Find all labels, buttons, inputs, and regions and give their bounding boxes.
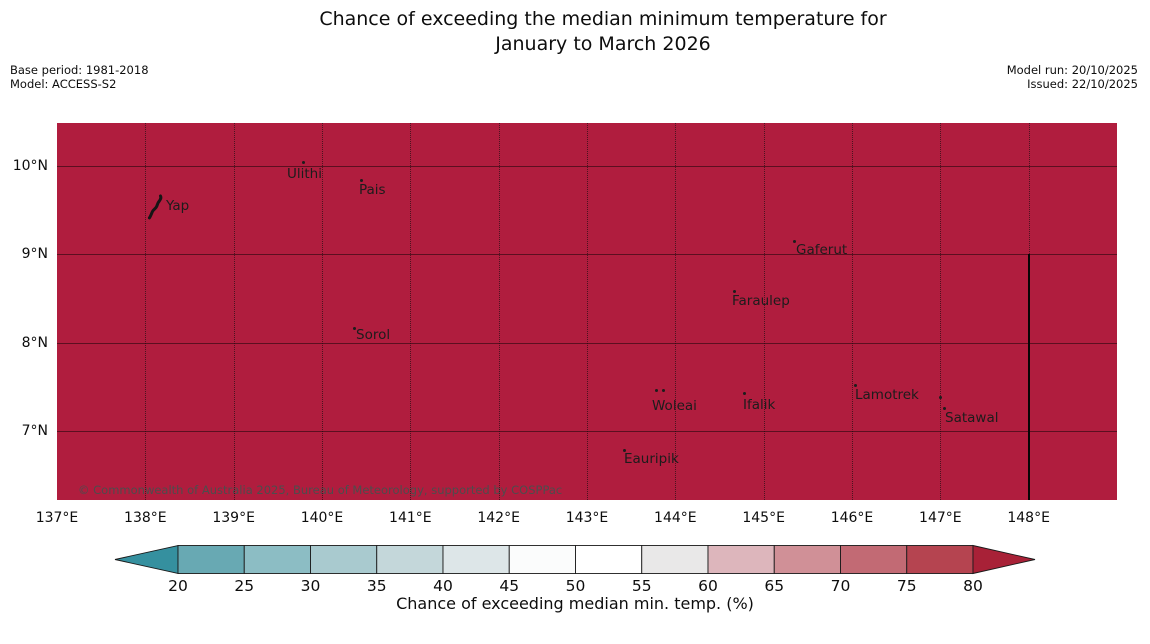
map-plot: © Commonwealth of Australia 2025, Bureau… [57,123,1117,500]
colorbar-tick-label: 75 [897,577,917,595]
x-axis-tick-label: 141°E [389,510,432,526]
x-axis-tick-label: 138°E [124,510,167,526]
x-axis-tick-label: 146°E [830,510,874,526]
lon-gridline [498,123,500,500]
place-label: Faraulep [732,293,790,309]
place-label: Pais [359,182,386,198]
x-axis-tick-label: 145°E [742,510,785,526]
place-label: Ulithi [287,166,322,182]
lon-gridline [410,123,412,500]
colorbar-under-arrow [114,544,179,575]
colorbar-segment [442,545,510,574]
colorbar-segment [575,545,643,574]
y-axis-tick-label: 10°N [12,158,48,175]
x-axis-tick-label: 139°E [212,510,255,526]
colorbar-tick-label: 45 [499,577,519,595]
place-marker-dot [662,389,665,392]
meta-left: Base period: 1981-2018 Model: ACCESS-S2 [10,63,149,91]
place-marker-dot [360,179,363,182]
y-axis-tick-label: 7°N [21,423,48,440]
colorbar-tick-label: 40 [433,577,453,595]
colorbar-tick-label: 30 [301,577,321,595]
colorbar-segment [707,545,775,574]
colorbar-tick-label: 50 [566,577,586,595]
place-label: Satawal [945,410,999,426]
state-boundary-line [1027,254,1030,500]
colorbar-tick-label: 20 [168,577,188,595]
colorbar-segment [840,545,908,574]
colorbar-segment [310,545,378,574]
colorbar-label: Chance of exceeding median min. temp. (%… [396,594,754,613]
colorbar-segment [641,545,709,574]
colorbar-segment [508,545,576,574]
lon-gridline [321,123,323,500]
place-marker-dot [733,290,736,293]
lon-gridline [145,123,147,500]
place-marker-dot [353,327,356,330]
place-label: Gaferut [796,242,848,258]
x-axis-tick-label: 144°E [654,510,697,526]
place-label: Lamotrek [855,387,919,403]
place-marker-dot [943,407,946,410]
model-run-text: Model run: 20/10/2025 [1006,63,1138,77]
place-label: Sorol [356,327,391,343]
colorbar-segment [376,545,444,574]
yap-island-icon [147,194,163,220]
place-label: Yap [166,198,190,214]
x-axis-tick-label: 142°E [477,510,520,526]
x-axis-tick-label: 140°E [300,510,344,526]
model-text: Model: ACCESS-S2 [10,76,117,91]
x-axis-tick-label: 147°E [919,510,962,526]
copyright-notice: © Commonwealth of Australia 2025, Bureau… [78,483,563,497]
title-line-1: Chance of exceeding the median minimum t… [319,8,887,30]
y-axis-tick-label: 9°N [21,246,48,263]
place-marker-dot [655,389,658,392]
place-marker-dot [793,240,796,243]
place-label: Eauripik [624,451,679,467]
x-axis-tick-label: 148°E [1007,510,1050,526]
lon-gridline [940,123,942,500]
colorbar-tick-label: 70 [831,577,851,595]
colorbar-tick-label: 80 [963,577,983,595]
colorbar-segment [773,545,841,574]
colorbar-segment [906,545,974,574]
place-marker-dot [743,392,746,395]
place-label: Ifalik [743,397,776,413]
place-label: Woleai [652,398,697,414]
lon-gridline [763,123,765,500]
lon-gridline [851,123,853,500]
title-line-2: January to March 2026 [495,32,711,55]
meta-right: Model run: 20/10/2025 Issued: 22/10/2025 [1006,63,1138,91]
place-marker-dot [939,396,942,399]
colorbar-tick-label: 60 [698,577,718,595]
figure-title: Chance of exceeding the median minimum t… [56,7,1150,56]
colorbar-segment [243,545,311,574]
x-axis-tick-label: 137°E [35,510,79,526]
y-axis-tick-label: 8°N [21,334,48,351]
colorbar-tick-label: 35 [367,577,387,595]
colorbar-tick-label: 55 [632,577,652,595]
place-marker-dot [623,449,626,452]
lon-gridline [675,123,677,500]
lon-gridline [586,123,588,500]
colorbar-tick-label: 25 [234,577,254,595]
colorbar-over-arrow [972,544,1036,575]
x-axis-tick-label: 143°E [565,510,609,526]
colorbar-tick-label: 65 [764,577,784,595]
issued-text: Issued: 22/10/2025 [1027,76,1138,91]
place-marker-dot [854,384,857,387]
base-period-text: Base period: 1981-2018 [10,63,149,77]
place-marker-dot [302,161,305,164]
colorbar-segment [177,545,245,574]
lon-gridline [233,123,235,500]
